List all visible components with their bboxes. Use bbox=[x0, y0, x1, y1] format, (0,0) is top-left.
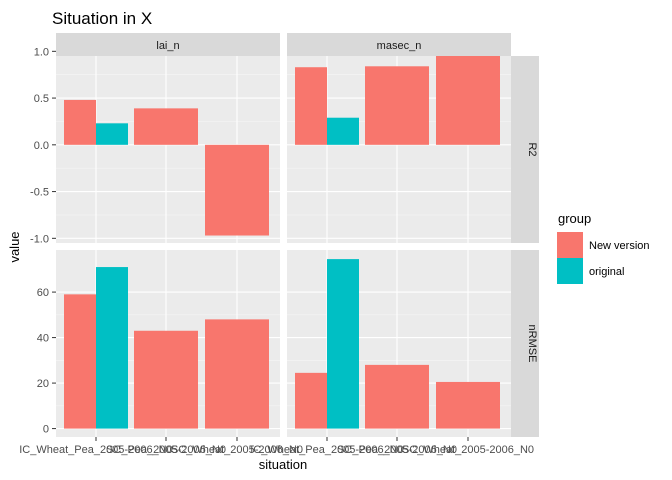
bar bbox=[134, 108, 198, 145]
bar bbox=[295, 67, 327, 145]
bar bbox=[295, 372, 327, 429]
y-tick-label: 1.0 bbox=[34, 46, 49, 58]
legend-swatch bbox=[557, 232, 583, 258]
facet-strip bbox=[56, 33, 280, 56]
bar bbox=[436, 56, 500, 145]
bar bbox=[64, 294, 96, 429]
bar bbox=[64, 99, 96, 145]
bar bbox=[365, 364, 429, 429]
x-tick-label: SC_Pea_2005-2006_N0 bbox=[106, 444, 226, 456]
y-tick-label: 20 bbox=[37, 378, 49, 390]
bar bbox=[436, 381, 500, 429]
facet-strip-label: masec_n bbox=[377, 40, 422, 52]
x-tick-label: IC_Wheat_Pea_2005-2006_N0 bbox=[250, 444, 404, 456]
y-tick-label: -1.0 bbox=[30, 233, 49, 245]
y-tick-label: 0 bbox=[43, 424, 49, 436]
x-tick-label: IC_Wheat_Pea_2005-2006_N0 bbox=[19, 444, 173, 456]
legend-title: group bbox=[558, 211, 591, 226]
facet-strip-label: R2 bbox=[526, 142, 538, 156]
legend: group New version original bbox=[557, 211, 650, 284]
y-tick-label: 40 bbox=[37, 333, 49, 345]
legend-swatch bbox=[557, 258, 583, 284]
x-tick-label: SC_Wheat_2005-2006_N0 bbox=[402, 444, 534, 456]
facet-strip-label: lai_n bbox=[156, 40, 179, 52]
bar bbox=[96, 123, 128, 145]
facet-strip bbox=[511, 56, 539, 243]
facet-strip-label: nRMSE bbox=[526, 325, 538, 363]
bar bbox=[134, 330, 198, 429]
bar bbox=[327, 117, 359, 145]
facet-strip bbox=[287, 33, 511, 56]
bar bbox=[327, 259, 359, 429]
chart-title: Situation in X bbox=[52, 9, 152, 28]
y-tick-label: -0.5 bbox=[30, 187, 49, 199]
bar bbox=[205, 144, 269, 236]
bar bbox=[205, 319, 269, 429]
y-tick-label: 0.0 bbox=[34, 140, 49, 152]
bar bbox=[365, 66, 429, 145]
x-tick-label: SC_Wheat_2005-2006_N0 bbox=[171, 444, 303, 456]
y-axis-label: value bbox=[7, 231, 22, 262]
facet-strip bbox=[511, 250, 539, 437]
legend-label: original bbox=[589, 266, 624, 278]
y-tick-label: 0.5 bbox=[34, 93, 49, 105]
x-axis-label: situation bbox=[259, 457, 307, 472]
y-tick-label: 60 bbox=[37, 287, 49, 299]
bar bbox=[96, 267, 128, 429]
x-tick-label: SC_Pea_2005-2006_N0 bbox=[337, 444, 457, 456]
legend-label: New version bbox=[589, 240, 650, 252]
